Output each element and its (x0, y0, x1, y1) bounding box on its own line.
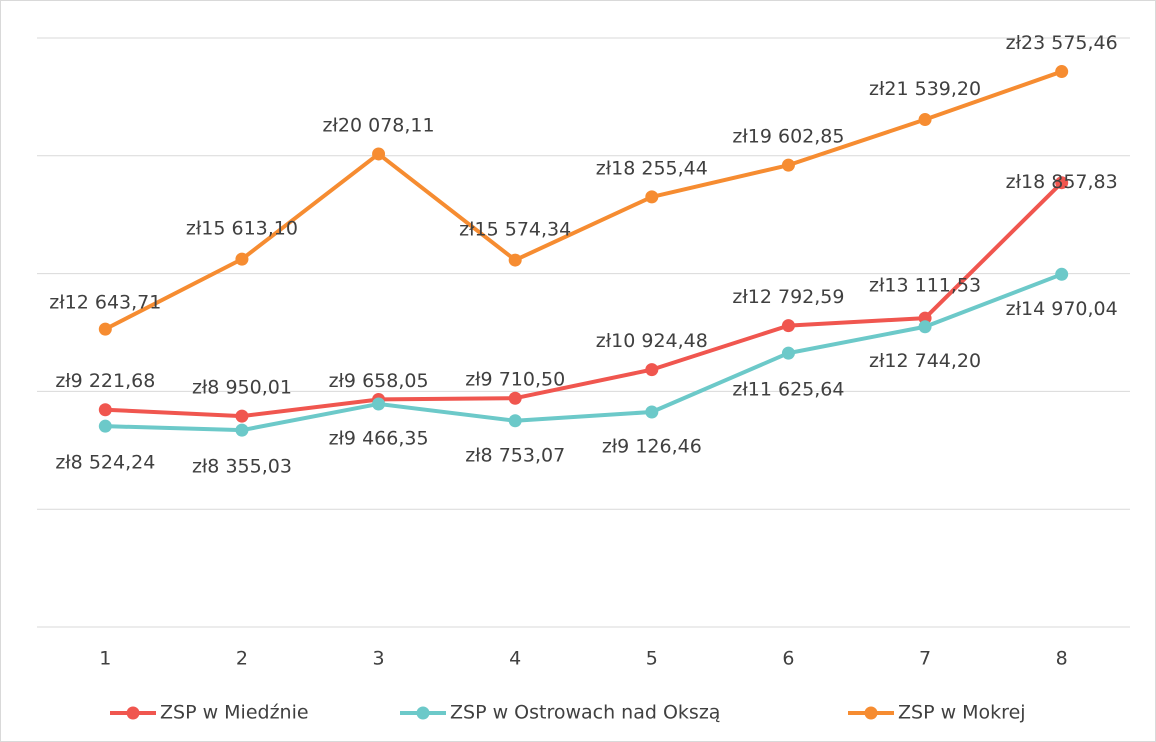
data-point (235, 409, 249, 423)
data-label: zł8 950,01 (192, 377, 292, 399)
data-label: zł15 574,34 (459, 219, 571, 241)
data-point (508, 253, 522, 267)
data-label: zł18 857,83 (1006, 171, 1118, 193)
data-label: zł11 625,64 (732, 379, 844, 401)
data-label: zł15 613,10 (186, 218, 298, 240)
x-tick-label: 4 (509, 648, 521, 670)
data-label: zł13 111,53 (869, 275, 981, 297)
x-tick-label: 6 (782, 648, 794, 670)
series-line (105, 181, 1064, 419)
data-label: zł9 221,68 (55, 370, 155, 392)
data-point (235, 423, 249, 437)
data-point (1055, 267, 1069, 281)
series-line (105, 272, 1063, 433)
data-point (508, 414, 522, 428)
data-point (98, 419, 112, 433)
data-point (508, 391, 522, 405)
data-point (235, 252, 249, 266)
data-point (372, 397, 386, 411)
data-point (781, 346, 795, 360)
data-point (918, 320, 932, 334)
legend-marker (864, 706, 878, 720)
x-tick-label: 1 (99, 648, 111, 670)
data-label: zł12 744,20 (869, 350, 981, 372)
legend-label: ZSP w Miedźnie (160, 702, 309, 724)
data-label: zł9 710,50 (465, 369, 565, 391)
data-point (1055, 176, 1069, 190)
data-label: zł12 643,71 (49, 292, 161, 314)
x-tick-label: 2 (236, 648, 248, 670)
data-label: zł8 355,03 (192, 456, 292, 478)
data-point (645, 363, 659, 377)
series-line (104, 69, 1063, 331)
x-tick-label: 3 (373, 648, 385, 670)
legend-label: ZSP w Mokrej (898, 702, 1026, 724)
data-label: zł9 658,05 (329, 370, 429, 392)
x-tick-label: 8 (1056, 648, 1068, 670)
data-label: zł14 970,04 (1006, 298, 1118, 320)
data-point (781, 319, 795, 333)
legend-marker (416, 706, 430, 720)
data-point (372, 147, 386, 161)
data-point (645, 190, 659, 204)
data-point (98, 403, 112, 417)
data-point (98, 322, 112, 336)
data-label: zł12 792,59 (732, 286, 844, 308)
data-label: zł9 466,35 (329, 427, 429, 449)
data-label: zł10 924,48 (596, 330, 708, 352)
x-tick-label: 7 (919, 648, 931, 670)
data-point (645, 405, 659, 419)
x-tick-label: 5 (646, 648, 658, 670)
data-label: zł18 255,44 (596, 157, 708, 179)
data-label: zł23 575,46 (1006, 32, 1118, 54)
data-label: zł8 753,07 (465, 444, 565, 466)
data-label: zł20 078,11 (323, 114, 435, 136)
legend-marker (126, 706, 140, 720)
data-point (1055, 65, 1069, 79)
data-label: zł21 539,20 (869, 78, 981, 100)
data-label: zł8 524,24 (55, 452, 155, 474)
data-point (918, 113, 932, 127)
data-label: zł9 126,46 (602, 435, 702, 457)
legend-label: ZSP w Ostrowach nad Okszą (450, 702, 720, 724)
data-point (781, 158, 795, 172)
data-label: zł19 602,85 (732, 126, 844, 148)
